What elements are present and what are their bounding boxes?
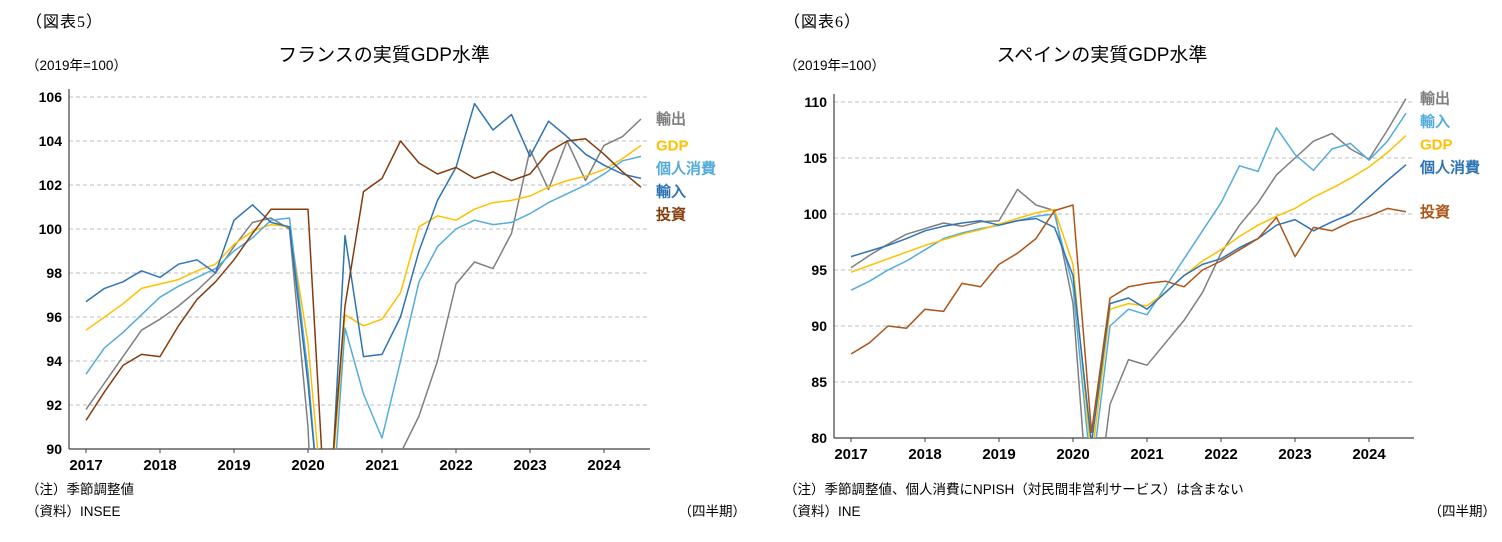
chart-title: フランスの実質GDP水準 <box>278 45 490 66</box>
y-tick-label: 94 <box>46 353 62 369</box>
x-tick-label: 2021 <box>1130 446 1163 463</box>
legend-label-3: 個人消費 <box>1419 159 1480 177</box>
series-line-2 <box>85 155 642 449</box>
frequency-label: （四半期） <box>678 504 747 519</box>
x-tick-label: 2019 <box>982 446 1015 463</box>
series-line-4 <box>85 138 642 449</box>
note-line-1: （注）季節調整値、個人消費にNPISH（対民間非営利サービス）は含まない <box>784 482 1244 497</box>
x-tick-label: 2017 <box>834 446 867 463</box>
legend-label-4: 投資 <box>656 205 686 223</box>
y-axis-unit-note: （2019年=100） <box>26 58 127 73</box>
y-tick-label: 100 <box>39 221 63 237</box>
y-tick-label: 95 <box>811 262 827 278</box>
y-tick-label: 85 <box>811 374 827 390</box>
x-tick-label: 2024 <box>1352 446 1386 463</box>
legend-label-3: 輸入 <box>656 182 686 200</box>
x-tick-label: 2019 <box>217 457 250 474</box>
y-axis-unit-note: （2019年=100） <box>784 58 885 73</box>
x-tick-label: 2018 <box>908 446 941 463</box>
series-line-1 <box>850 112 1407 438</box>
chart-title: スペインの実質GDP水準 <box>996 45 1208 66</box>
figure-label: （図表6） <box>784 14 862 31</box>
y-tick-label: 104 <box>39 133 63 149</box>
x-tick-label: 2024 <box>587 457 621 474</box>
x-tick-label: 2022 <box>1204 446 1237 463</box>
y-tick-label: 105 <box>804 150 828 166</box>
series-line-4 <box>850 204 1407 434</box>
y-tick-label: 110 <box>804 94 827 110</box>
y-tick-label: 90 <box>811 318 827 334</box>
legend-label-0: 輸出 <box>1420 90 1450 108</box>
x-tick-label: 2022 <box>439 457 472 474</box>
legend-label-2: 個人消費 <box>655 159 716 177</box>
y-tick-label: 98 <box>46 265 62 281</box>
series-line-3 <box>850 164 1407 438</box>
x-tick-label: 2021 <box>365 457 398 474</box>
y-tick-label: 80 <box>811 430 827 446</box>
x-tick-label: 2017 <box>69 457 102 474</box>
x-tick-label: 2023 <box>1278 446 1311 463</box>
figure-label: （図表5） <box>26 14 104 31</box>
x-tick-label: 2020 <box>1056 446 1089 463</box>
y-tick-label: 100 <box>804 206 828 222</box>
y-tick-label: 102 <box>39 177 63 193</box>
source-note: （資料）INE <box>784 504 861 519</box>
y-tick-label: 106 <box>39 89 63 105</box>
frequency-label: （四半期） <box>1428 504 1497 519</box>
source-note: （資料）INSEE <box>26 504 121 519</box>
legend-label-1: 輸入 <box>1420 113 1450 131</box>
x-tick-label: 2018 <box>143 457 176 474</box>
legend-label-1: GDP <box>656 137 689 154</box>
x-tick-label: 2023 <box>513 457 546 474</box>
y-tick-label: 96 <box>46 309 62 325</box>
legend-label-4: 投資 <box>1420 203 1450 221</box>
y-tick-label: 90 <box>46 441 62 457</box>
chart-canvas: 90 92 94 96 98 100 102 104 106 2017 2018 2019 2020 20… <box>39 89 716 474</box>
series-line-2 <box>850 135 1407 438</box>
series-line-3 <box>85 102 642 449</box>
note-line-1: （注）季節調整値 <box>26 482 134 497</box>
x-tick-label: 2020 <box>291 457 324 474</box>
legend-label-0: 輸出 <box>656 110 686 128</box>
series-line-0 <box>850 98 1407 438</box>
series-line-0 <box>85 118 642 449</box>
chart-canvas: 80 85 90 95 100 105 110 2017 2018 2019 2020 2021 202… <box>804 90 1480 463</box>
y-tick-label: 92 <box>46 397 62 413</box>
series-line-1 <box>85 144 642 449</box>
legend-label-2: GDP <box>1420 137 1453 154</box>
